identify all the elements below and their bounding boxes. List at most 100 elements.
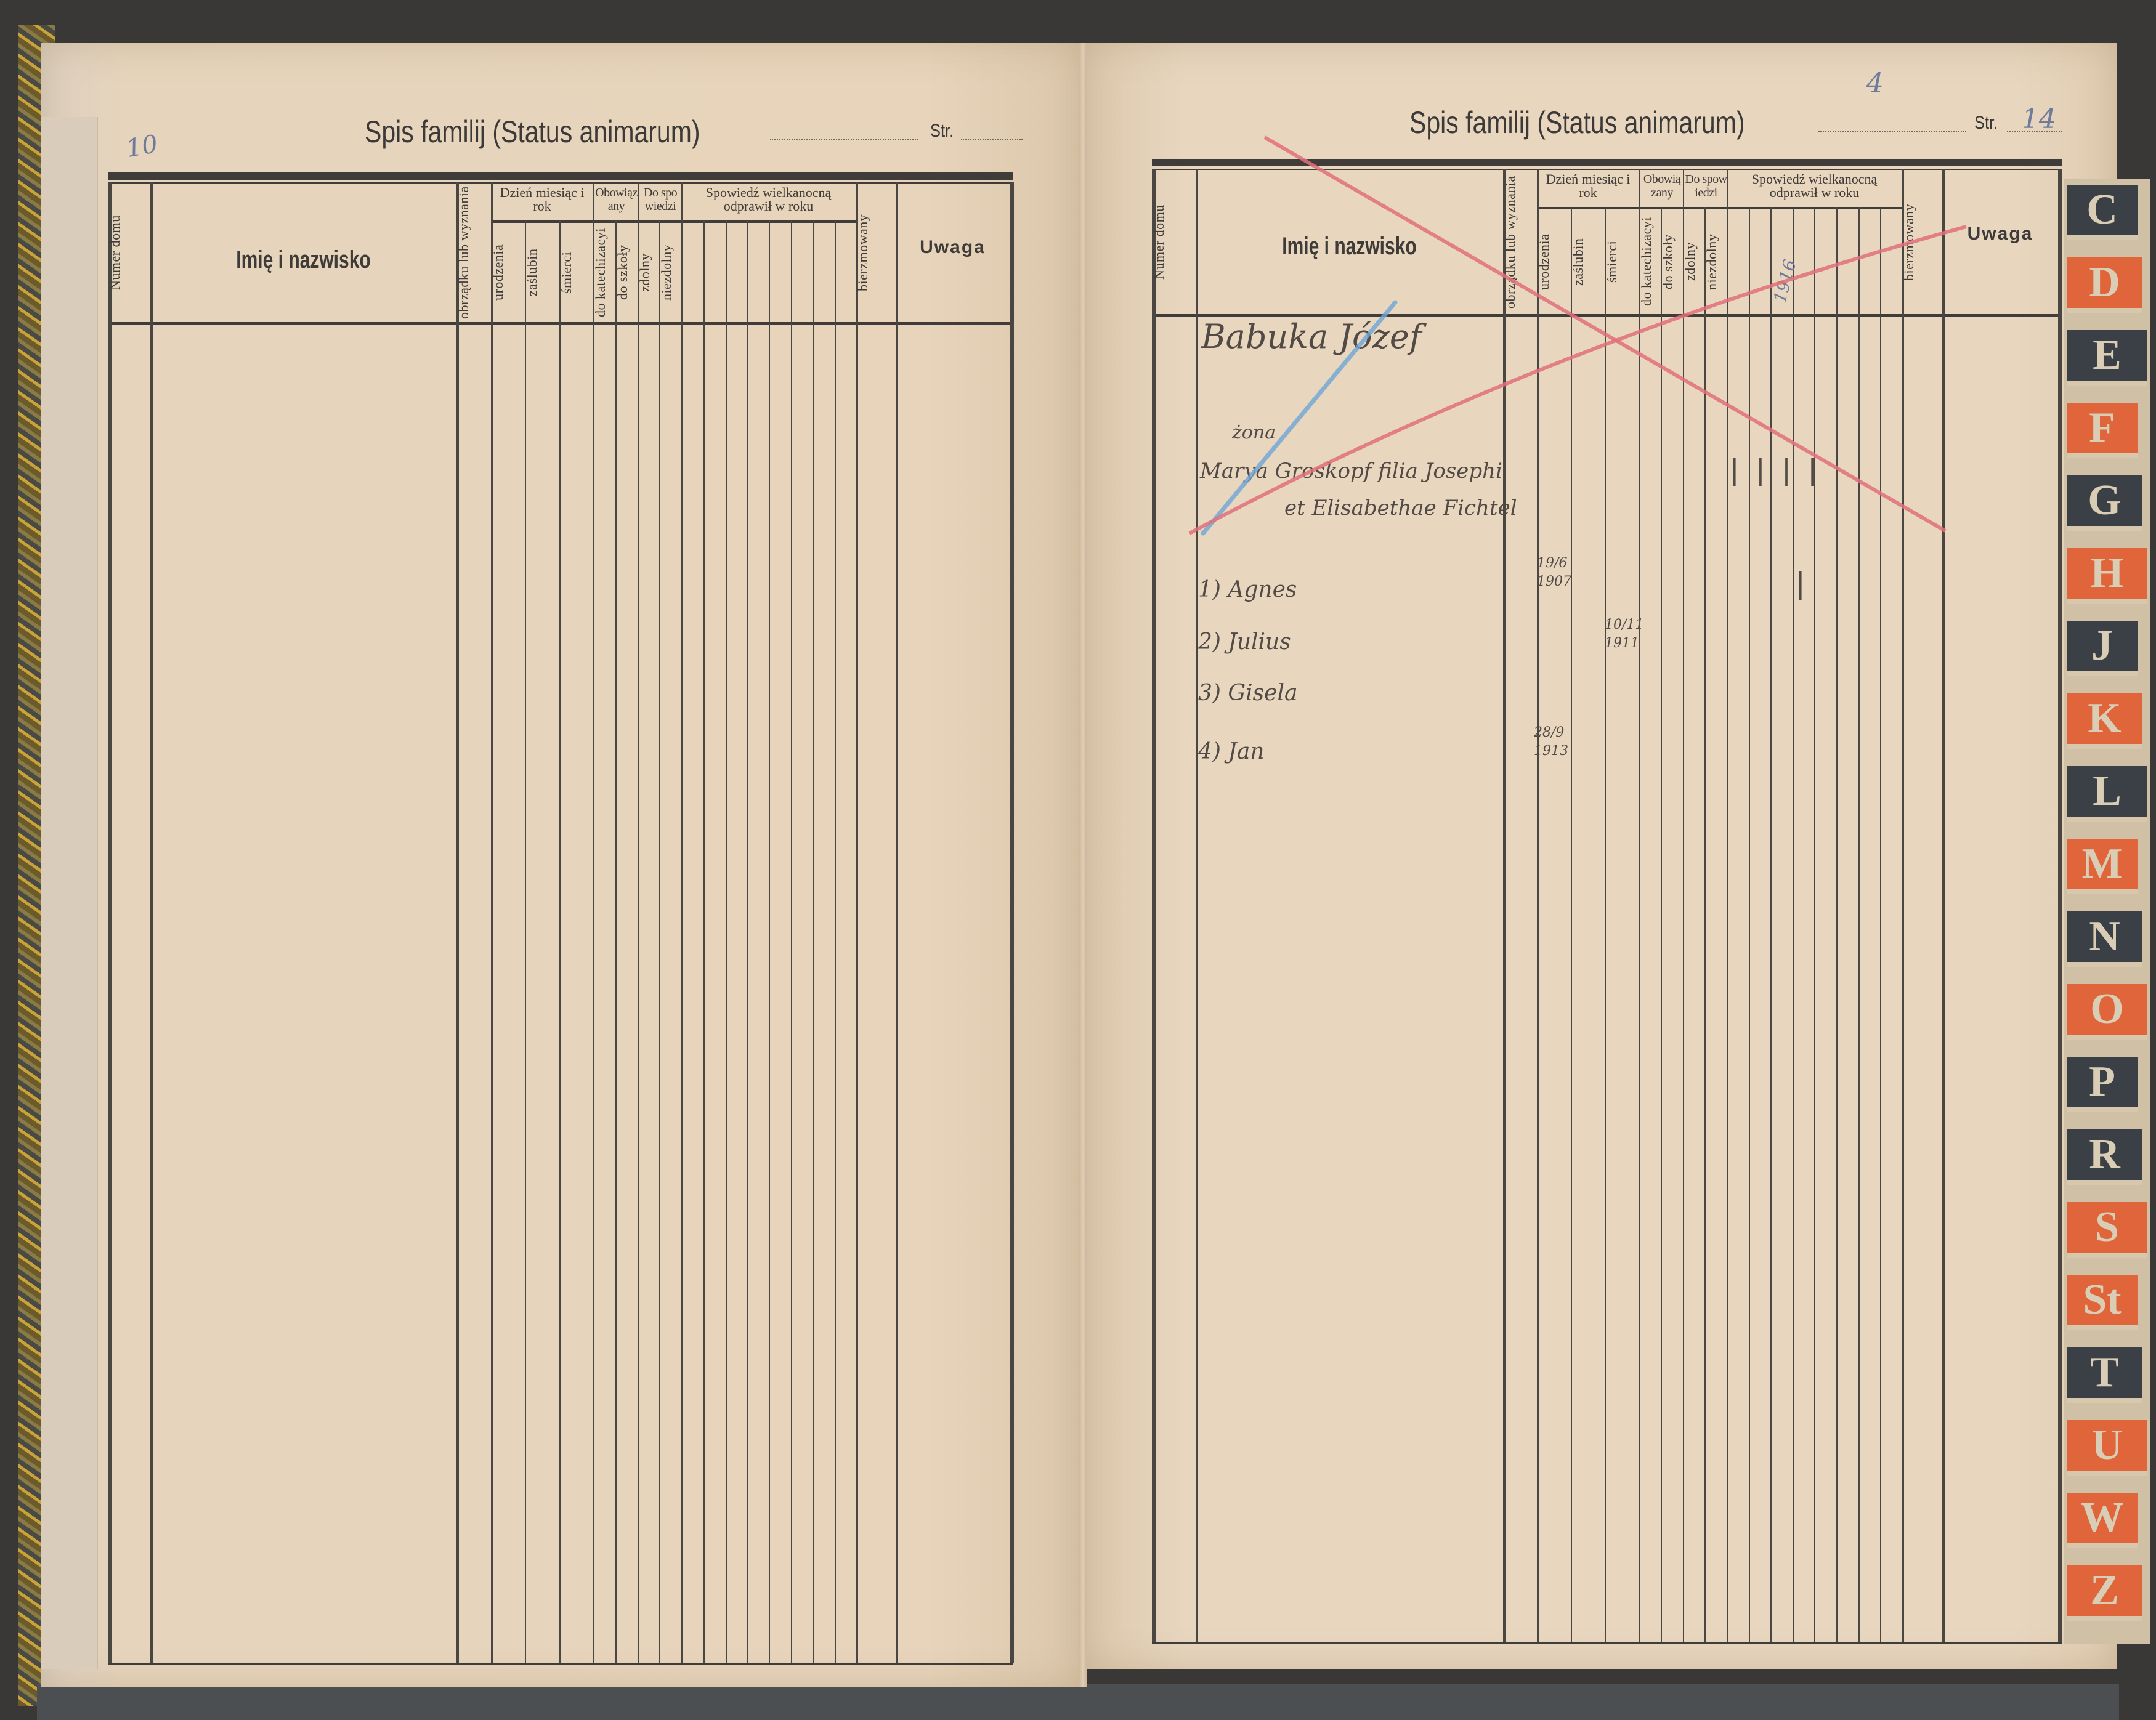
index-tab-n[interactable]: N [2067,911,2142,967]
left-group-subrule [491,220,593,223]
right-col-do_katechizacyi: do katechizacyi [1639,217,1654,307]
right-group-do-spowiedzi: Do spowiedzi [1685,172,1727,200]
right-table-bottom-rule [1152,1642,2062,1644]
right-column-rule [1152,169,1156,1642]
left-column-rule [791,220,792,1663]
right-column-rule [2058,169,2062,1642]
index-tab-st[interactable]: St [2067,1275,2138,1330]
right-group-dzien: Dzień miesiąc i rok [1546,171,1631,200]
book-gutter [1079,43,1087,1687]
left-column-rule [1010,182,1014,1663]
left-column-rule [835,220,836,1663]
book-cover-bottom [37,1684,2119,1720]
right-col-uwaga: Uwaga [1967,224,2033,244]
right-handwritten-page-number: 14 [2022,103,2056,135]
entry-tally-marks: | | | | [1730,453,1821,486]
index-tab-w[interactable]: W [2067,1493,2138,1548]
right-column-rule [1770,207,1772,1642]
index-tab-m[interactable]: M [2067,839,2138,894]
index-tab-k[interactable]: K [2067,693,2142,749]
entry-child-2: 2) Julius [1198,629,1291,655]
left-str-dots [961,139,1023,140]
index-tab-o[interactable]: O [2067,984,2147,1040]
index-tab-h[interactable]: H [2067,548,2147,604]
index-tab-r[interactable]: R [2067,1129,2142,1185]
right-column-rule [1704,207,1706,1642]
right-column-rule [1749,207,1750,1642]
left-col-bierzmowany: bierzmowany [855,214,870,292]
right-str-label: Str. [1974,113,1998,133]
left-group-do-spowiedzi: Do spowiedzi [643,186,678,213]
entry-child-1-birth: 19/6 1907 [1537,555,1571,589]
left-col-numer-domu: Numer domu [107,215,123,291]
right-col-bierzmowany: bierzmowany [1901,203,1916,281]
entry-child-1: 1) Agnes [1198,577,1297,602]
left-column-rule [593,182,594,1663]
right-column-rule [1537,169,1539,1642]
left-column-rule [108,182,112,1663]
right-column-rule [1196,169,1198,1642]
right-col-urodzenia: urodzenia [1536,233,1552,290]
right-title-dots [1818,131,1966,132]
index-tab-p[interactable]: P [2067,1057,2138,1112]
left-col-obrzadek: obrządku lub wyznania [456,186,471,320]
left-header-bottom-rule [108,322,1013,325]
left-col-niezdolny: niezdolny [659,244,674,301]
binding-strip [41,117,98,1669]
right-col-numer-domu: Numer domu [1151,204,1167,280]
left-column-rule [559,220,561,1663]
right-column-rule [1880,207,1881,1642]
index-tab-s[interactable]: S [2067,1202,2147,1258]
left-column-rule [638,182,639,1663]
left-page-title: Spis familij (Status animarum) [365,115,700,149]
left-column-rule [726,220,727,1663]
index-tab-j[interactable]: J [2067,621,2138,676]
left-page [41,43,1082,1687]
left-table-top-rule-thin [108,182,1013,184]
left-column-rule [456,182,459,1663]
index-tab-u[interactable]: U [2067,1420,2147,1476]
left-group-obowiazany: Obowiązany [595,186,638,213]
entry-wife-parents: et Elisabethae Fichtel [1284,496,1517,520]
left-col-urodzenia: urodzenia [490,244,506,301]
index-tab-c[interactable]: C [2067,185,2138,240]
left-column-rule [769,220,770,1663]
index-tab-l[interactable]: L [2067,766,2147,822]
left-column-rule [525,220,526,1663]
left-column-rule [703,220,705,1663]
left-col-do_szkoly: do szkoły [615,244,630,301]
right-column-rule [1942,169,1945,1642]
right-column-rule [1902,169,1904,1642]
right-column-rule [1683,169,1684,1642]
index-tab-e[interactable]: E [2067,330,2147,386]
right-group-obowiazany: Obowiązany [1643,172,1681,200]
right-table-top-rule [1152,159,2062,166]
index-tab-g[interactable]: G [2067,475,2142,531]
right-column-rule [1814,207,1815,1642]
left-table-top-rule [108,172,1013,180]
right-handwritten-corner-note: 4 [1866,68,1884,99]
left-column-rule [615,220,617,1663]
entry-tally-child: | [1796,567,1805,600]
index-tab-z[interactable]: Z [2067,1565,2142,1621]
left-col-smierci: śmierci [559,251,574,294]
left-column-rule [491,182,493,1663]
right-col-obrzadek: obrządku lub wyznania [1502,176,1518,309]
right-col-zdolny: zdolny [1682,242,1698,281]
right-column-rule [1605,207,1606,1642]
right-page-title: Spis familij (Status animarum) [1409,105,1745,140]
left-col-imie-nazwisko: Imię i nazwisko [236,246,371,273]
right-column-rule [1639,169,1640,1642]
right-group-subrule [1537,207,1639,209]
right-column-rule [1793,207,1794,1642]
index-tab-f[interactable]: F [2067,403,2138,458]
index-tab-t[interactable]: T [2067,1347,2142,1403]
right-col-do_szkoly: do szkoły [1660,234,1676,289]
left-column-rule [813,220,814,1663]
left-group-spowiedz: Spowiedź wielkanocną odprawił w roku [705,185,832,214]
left-col-zdolny: zdolny [637,253,652,292]
index-tab-d[interactable]: D [2067,257,2142,313]
right-col-zaslubin: zaślubin [1570,238,1586,286]
entry-child-4: 4) Jan [1198,739,1265,764]
entry-head-name: Babuka Józef [1201,317,1422,356]
